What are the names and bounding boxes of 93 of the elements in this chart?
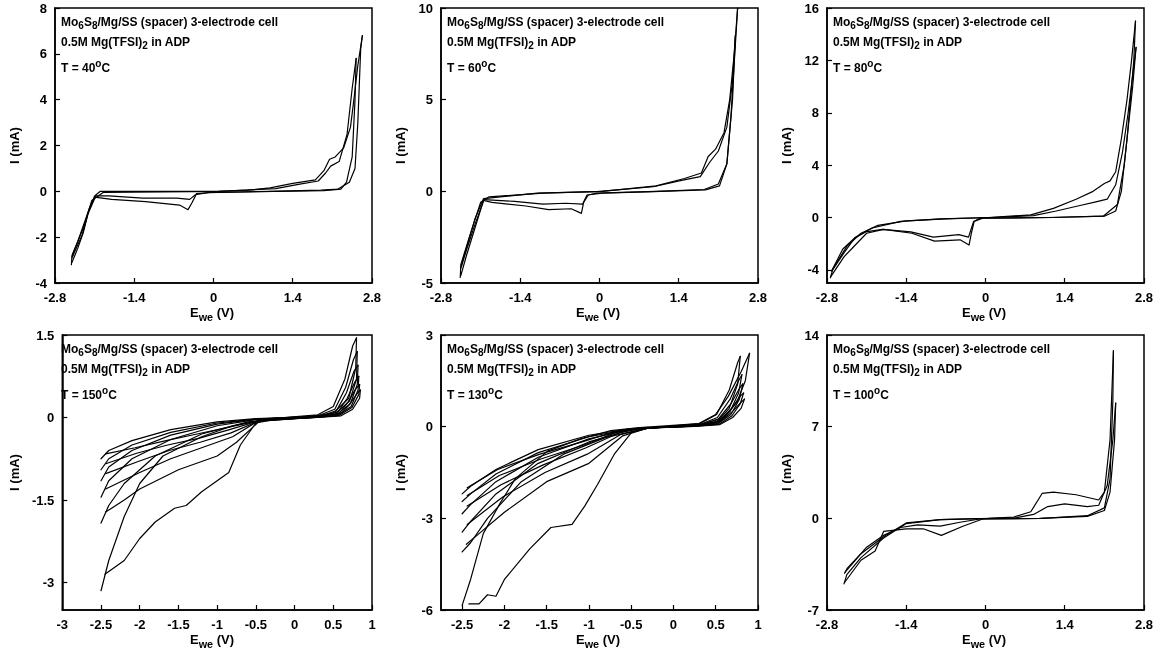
x-tick-label: -2.5 [89, 617, 113, 632]
annotation: 0.5M Mg(TFSI)$_{2}$ in ADP [833, 34, 964, 54]
annotation: 0.5M Mg(TFSI)$_{2}$ in ADP [447, 361, 578, 381]
x-tick-label: -0.5 [244, 617, 268, 632]
x-tick-label: 0 [209, 290, 218, 305]
y-tick-label: 14 [804, 327, 820, 343]
x-axis-title: E$_{we}$ (V) [575, 632, 621, 650]
annotation: Mo$_{6}$S$_{8}$/Mg/SS (spacer) 3-electrode cell [61, 14, 279, 34]
y-axis-title: I (mA) [7, 127, 22, 164]
x-tick-label: 0 [981, 290, 990, 305]
x-tick-label: 0 [981, 617, 990, 632]
y-axis-title: I (mA) [779, 127, 794, 164]
annotation: T = 100$^{o}$C [833, 383, 890, 404]
x-tick-label: 1.4 [283, 290, 303, 305]
annotation: T = 80$^{o}$C [833, 56, 884, 77]
y-tick-label: 2 [39, 138, 47, 153]
y-tick-label: -7 [807, 602, 819, 618]
y-tick-label: 0 [425, 419, 433, 435]
annotation: T = 40$^{o}$C [61, 56, 112, 77]
x-tick-label: -1.4 [895, 290, 919, 305]
annotation: Mo$_{6}$S$_{8}$/Mg/SS (spacer) 3-electrode cell [447, 341, 665, 361]
y-tick-label: -3 [421, 510, 433, 526]
y-tick-label: -1.5 [31, 492, 55, 508]
x-tick-label: -0.5 [620, 617, 643, 632]
y-tick-label: -5 [421, 275, 433, 291]
y-tick-label: -4 [807, 262, 820, 278]
y-tick-label: -6 [421, 602, 433, 618]
y-tick-label: -2 [35, 229, 47, 245]
annotation: T = 130$^{o}$C [447, 383, 504, 404]
annotation: T = 60$^{o}$C [447, 56, 498, 77]
x-tick-label: 0.5 [706, 617, 725, 632]
x-axis-title: E$_{we}$ (V) [575, 305, 621, 323]
y-axis-title: I (mA) [393, 127, 408, 164]
annotation: Mo$_{6}$S$_{8}$/Mg/SS (spacer) 3-electrode cell [833, 341, 1051, 361]
x-tick-label: 1 [368, 617, 376, 632]
x-tick-label: -2.8 [815, 290, 839, 305]
x-tick-label: -2.8 [815, 617, 839, 632]
y-tick-label: 0 [811, 510, 819, 526]
annotation: 0.5M Mg(TFSI)$_{2}$ in ADP [447, 34, 578, 54]
x-tick-label: 2.8 [748, 290, 768, 305]
x-tick-label: 1.4 [1055, 290, 1075, 305]
annotation: 0.5M Mg(TFSI)$_{2}$ in ADP [61, 34, 192, 54]
x-tick-label: -2 [133, 617, 146, 632]
y-tick-label: 3 [425, 327, 433, 343]
x-tick-label: -2.8 [429, 290, 453, 305]
x-tick-label: -1.4 [509, 290, 533, 305]
x-tick-label: -2 [498, 617, 511, 632]
x-tick-label: -1.5 [535, 617, 558, 632]
x-tick-label: 2.8 [362, 290, 382, 305]
x-tick-label: 1 [754, 617, 762, 632]
x-tick-label: -3 [56, 617, 69, 632]
annotation: Mo$_{6}$S$_{8}$/Mg/SS (spacer) 3-electrode cell [833, 14, 1051, 34]
x-tick-label: -1.4 [895, 617, 919, 632]
y-axis-title: I (mA) [779, 454, 794, 491]
y-tick-label: 8 [811, 105, 819, 121]
x-tick-label: -1.4 [123, 290, 147, 305]
x-tick-label: -2.5 [450, 617, 474, 632]
x-tick-label: -1 [583, 617, 595, 632]
x-tick-label: 0 [290, 617, 299, 632]
x-tick-label: 2.8 [1134, 617, 1154, 632]
annotation: Mo$_{6}$S$_{8}$/Mg/SS (spacer) 3-electrode cell [447, 14, 665, 34]
y-tick-label: 7 [811, 419, 819, 435]
x-tick-label: -1 [211, 617, 223, 632]
y-tick-label: 0 [47, 410, 55, 425]
x-tick-label: 0.5 [324, 617, 343, 632]
y-axis-title: I (mA) [7, 454, 22, 491]
y-tick-label: -4 [35, 275, 48, 291]
y-tick-label: 1.5 [36, 327, 55, 343]
y-tick-label: 5 [425, 92, 433, 108]
x-tick-label: -2.8 [43, 290, 67, 305]
y-tick-label: -3 [42, 575, 55, 590]
x-axis-title: E$_{we}$ (V) [961, 632, 1007, 650]
y-tick-label: 6 [39, 46, 47, 62]
y-axis-title: I (mA) [393, 454, 408, 491]
annotation: 0.5M Mg(TFSI)$_{2}$ in ADP [833, 361, 964, 381]
y-tick-label: 0 [425, 183, 433, 199]
y-tick-label: 4 [39, 92, 48, 108]
y-tick-label: 12 [804, 52, 819, 68]
y-tick-label: 16 [804, 0, 819, 16]
x-tick-label: 0 [669, 617, 678, 632]
y-tick-label: 10 [418, 0, 433, 16]
x-tick-label: 2.8 [1134, 290, 1154, 305]
y-tick-label: 4 [811, 157, 820, 173]
x-tick-label: 1.4 [669, 290, 689, 305]
y-tick-label: 0 [39, 183, 47, 199]
x-axis-title: E$_{we}$ (V) [189, 305, 235, 323]
x-tick-label: 0 [595, 290, 604, 305]
x-tick-label: -1.5 [167, 617, 190, 632]
x-axis-title: E$_{we}$ (V) [961, 305, 1007, 323]
x-tick-label: 1.4 [1055, 617, 1075, 632]
y-tick-label: 8 [39, 0, 47, 16]
x-axis-title: E$_{we}$ (V) [189, 632, 235, 650]
y-tick-label: 0 [811, 210, 819, 226]
